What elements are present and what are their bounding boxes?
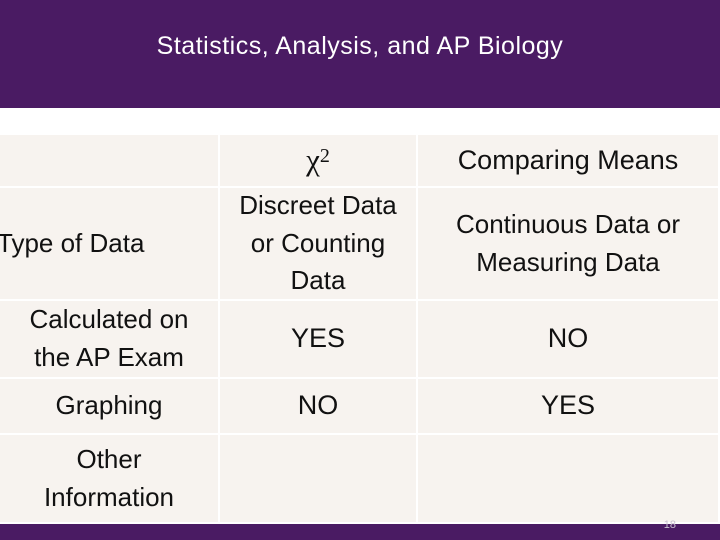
text-line: Data [290,265,346,296]
slide-number: 18 [663,519,676,531]
title-bar: Statistics, Analysis, and AP Biology [0,0,720,108]
chi-symbol: χ [306,142,320,178]
text-line: Continuous Data or [455,208,681,239]
text-line: or Counting [250,227,386,258]
row-label-type-of-data: Type of Data [0,188,220,301]
text-line: Discreet Data [239,189,397,220]
header-empty-cell [0,135,220,188]
cell-means-calculated: NO [418,301,720,379]
chi-superscript: 2 [319,145,330,167]
slide-title: Statistics, Analysis, and AP Biology [156,32,564,60]
cell-means-type: Continuous Data or Measuring Data [418,188,720,301]
row-label-calculated: Calculated on the AP Exam [0,301,220,379]
cell-means-other [418,435,720,524]
footer-bar [0,524,720,540]
text-line: Other [76,443,142,474]
row-label-other-information: Other Information [0,435,220,524]
text-line: Calculated on [29,304,189,335]
cell-chi-calculated: YES [220,301,418,379]
header-comparing-means: Comparing Means [418,135,720,188]
cell-means-graphing: YES [418,379,720,435]
text-line: Information [43,481,175,512]
cell-chi-other [220,435,418,524]
text-line: Measuring Data [476,246,660,277]
text-line: the AP Exam [34,342,184,372]
cell-chi-graphing: NO [220,379,418,435]
cell-chi-type: Discreet Data or Counting Data [220,188,418,301]
row-label-graphing: Graphing [0,379,220,435]
